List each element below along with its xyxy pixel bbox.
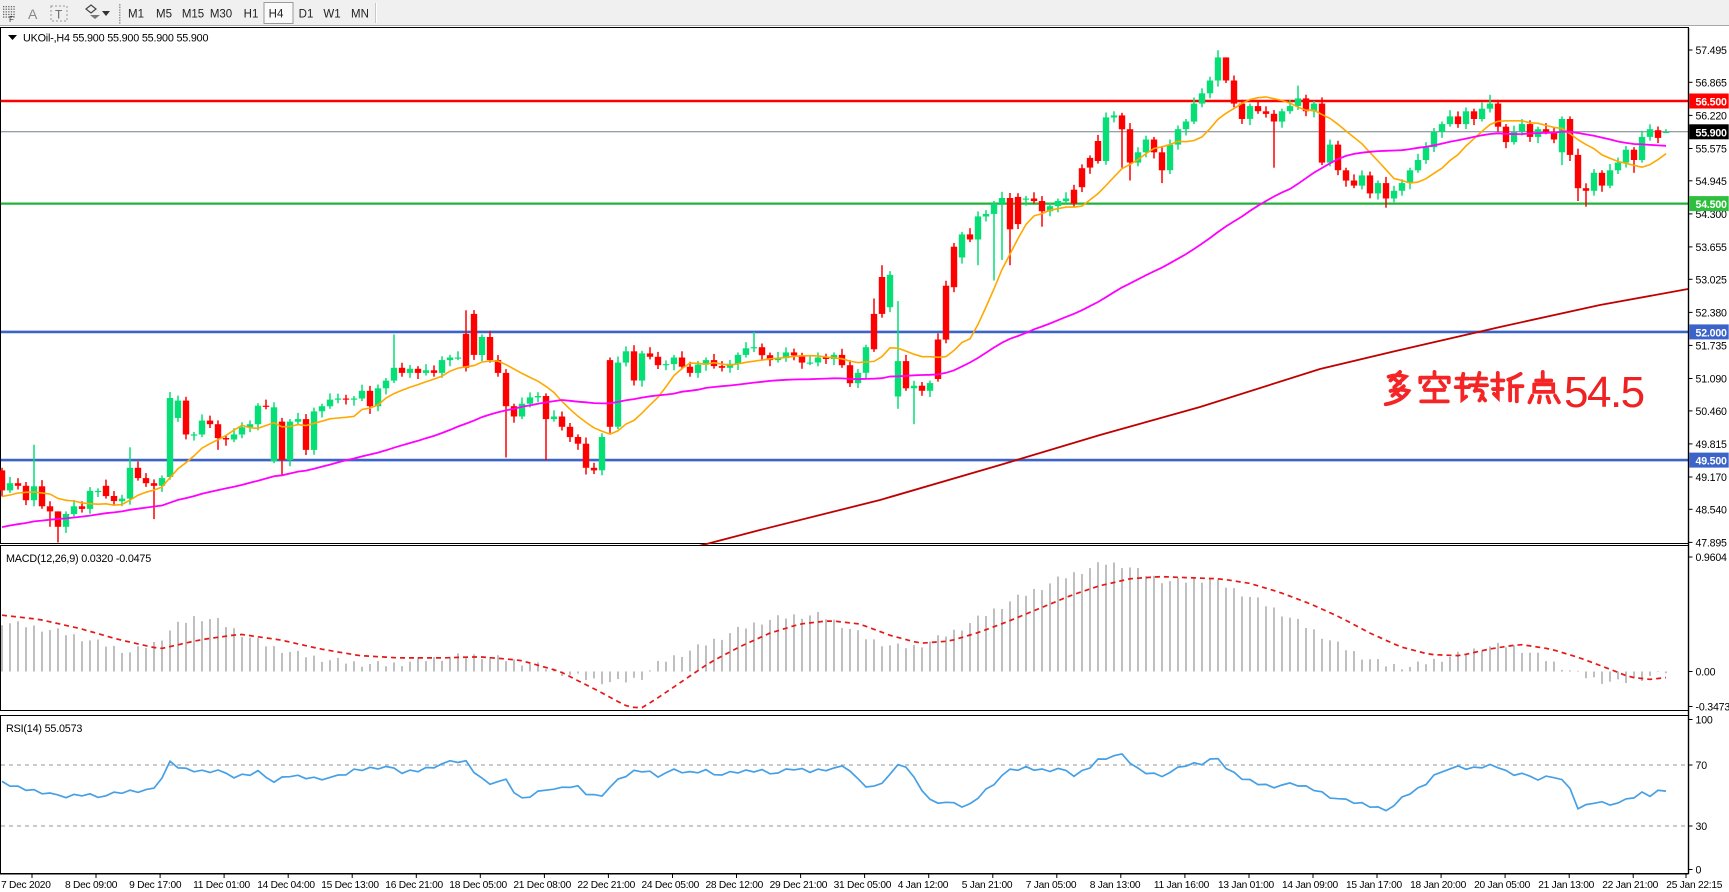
svg-text:M15: M15 bbox=[182, 9, 204, 21]
svg-text:51.735: 51.735 bbox=[1696, 340, 1728, 352]
svg-text:100: 100 bbox=[1696, 715, 1713, 727]
svg-text:0.00: 0.00 bbox=[1696, 667, 1716, 679]
svg-text:18 Dec 05:00: 18 Dec 05:00 bbox=[449, 880, 507, 891]
svg-text:30: 30 bbox=[1696, 821, 1708, 833]
svg-text:22 Jan 21:00: 22 Jan 21:00 bbox=[1602, 880, 1658, 891]
svg-text:31 Dec 05:00: 31 Dec 05:00 bbox=[834, 880, 892, 891]
svg-text:54.500: 54.500 bbox=[1696, 199, 1728, 211]
svg-text:MN: MN bbox=[351, 9, 369, 21]
svg-text:55.575: 55.575 bbox=[1696, 144, 1728, 156]
svg-text:RSI(14) 55.0573: RSI(14) 55.0573 bbox=[6, 723, 82, 735]
svg-text:55.900: 55.900 bbox=[1696, 127, 1728, 139]
svg-text:50.460: 50.460 bbox=[1696, 406, 1728, 418]
svg-text:F: F bbox=[9, 15, 14, 24]
svg-text:53.025: 53.025 bbox=[1696, 274, 1728, 286]
svg-text:22 Dec 21:00: 22 Dec 21:00 bbox=[577, 880, 635, 891]
svg-text:-0.3473: -0.3473 bbox=[1696, 702, 1729, 714]
svg-text:4 Jan 12:00: 4 Jan 12:00 bbox=[898, 880, 949, 891]
svg-text:9 Dec 17:00: 9 Dec 17:00 bbox=[129, 880, 182, 891]
svg-text:8 Jan 13:00: 8 Jan 13:00 bbox=[1090, 880, 1141, 891]
svg-text:11 Jan 16:00: 11 Jan 16:00 bbox=[1154, 880, 1210, 891]
svg-text:21 Jan 13:00: 21 Jan 13:00 bbox=[1538, 880, 1594, 891]
svg-text:0.9604: 0.9604 bbox=[1696, 552, 1728, 564]
svg-text:51.090: 51.090 bbox=[1696, 374, 1728, 386]
svg-text:29 Dec 21:00: 29 Dec 21:00 bbox=[770, 880, 828, 891]
svg-text:52.000: 52.000 bbox=[1696, 327, 1728, 339]
svg-text:54.300: 54.300 bbox=[1696, 209, 1728, 221]
svg-text:57.495: 57.495 bbox=[1696, 45, 1728, 57]
svg-text:20 Jan 05:00: 20 Jan 05:00 bbox=[1474, 880, 1530, 891]
svg-text:14 Dec 04:00: 14 Dec 04:00 bbox=[257, 880, 315, 891]
svg-text:15 Jan 17:00: 15 Jan 17:00 bbox=[1346, 880, 1402, 891]
svg-text:15 Dec 13:00: 15 Dec 13:00 bbox=[321, 880, 379, 891]
svg-text:7 Dec 2020: 7 Dec 2020 bbox=[1, 880, 51, 891]
svg-text:56.865: 56.865 bbox=[1696, 77, 1728, 89]
svg-text:H4: H4 bbox=[269, 9, 284, 21]
svg-text:56.500: 56.500 bbox=[1696, 97, 1728, 109]
svg-text:11 Dec 01:00: 11 Dec 01:00 bbox=[193, 880, 250, 891]
svg-text:A: A bbox=[28, 6, 38, 22]
svg-text:MACD(12,26,9) 0.0320 -0.0475: MACD(12,26,9) 0.0320 -0.0475 bbox=[6, 553, 151, 565]
svg-text:D1: D1 bbox=[299, 9, 314, 21]
svg-text:H1: H1 bbox=[244, 9, 259, 21]
svg-text:56.220: 56.220 bbox=[1696, 110, 1728, 122]
svg-text:53.655: 53.655 bbox=[1696, 242, 1728, 254]
svg-text:49.170: 49.170 bbox=[1696, 472, 1728, 484]
svg-text:M5: M5 bbox=[156, 9, 172, 21]
svg-text:UKOil-,H4 55.900 55.900 55.90: UKOil-,H4 55.900 55.900 55.900 55.900 bbox=[23, 33, 208, 45]
svg-text:M30: M30 bbox=[210, 9, 232, 21]
svg-text:47.895: 47.895 bbox=[1696, 537, 1728, 549]
svg-text:49.500: 49.500 bbox=[1696, 456, 1728, 468]
svg-text:24 Dec 05:00: 24 Dec 05:00 bbox=[642, 880, 700, 891]
svg-text:0: 0 bbox=[1696, 865, 1702, 877]
svg-text:M1: M1 bbox=[128, 9, 144, 21]
svg-text:T: T bbox=[55, 8, 63, 22]
svg-text:8 Dec 09:00: 8 Dec 09:00 bbox=[65, 880, 118, 891]
svg-text:W1: W1 bbox=[323, 9, 340, 21]
svg-text:13 Jan 01:00: 13 Jan 01:00 bbox=[1218, 880, 1274, 891]
svg-text:21 Dec 08:00: 21 Dec 08:00 bbox=[513, 880, 571, 891]
svg-text:5 Jan 21:00: 5 Jan 21:00 bbox=[962, 880, 1013, 891]
svg-text:28 Dec 12:00: 28 Dec 12:00 bbox=[706, 880, 764, 891]
svg-text:18 Jan 20:00: 18 Jan 20:00 bbox=[1410, 880, 1466, 891]
svg-text:7 Jan 05:00: 7 Jan 05:00 bbox=[1026, 880, 1077, 891]
svg-text:54.5: 54.5 bbox=[1564, 368, 1644, 417]
svg-text:48.540: 48.540 bbox=[1696, 504, 1728, 516]
svg-text:25 Jan 22:15: 25 Jan 22:15 bbox=[1666, 880, 1722, 891]
svg-text:14 Jan 09:00: 14 Jan 09:00 bbox=[1282, 880, 1338, 891]
svg-text:70: 70 bbox=[1696, 760, 1708, 772]
svg-text:49.815: 49.815 bbox=[1696, 439, 1728, 451]
svg-text:16 Dec 21:00: 16 Dec 21:00 bbox=[385, 880, 443, 891]
svg-text:54.945: 54.945 bbox=[1696, 176, 1728, 188]
svg-text:52.380: 52.380 bbox=[1696, 307, 1728, 319]
